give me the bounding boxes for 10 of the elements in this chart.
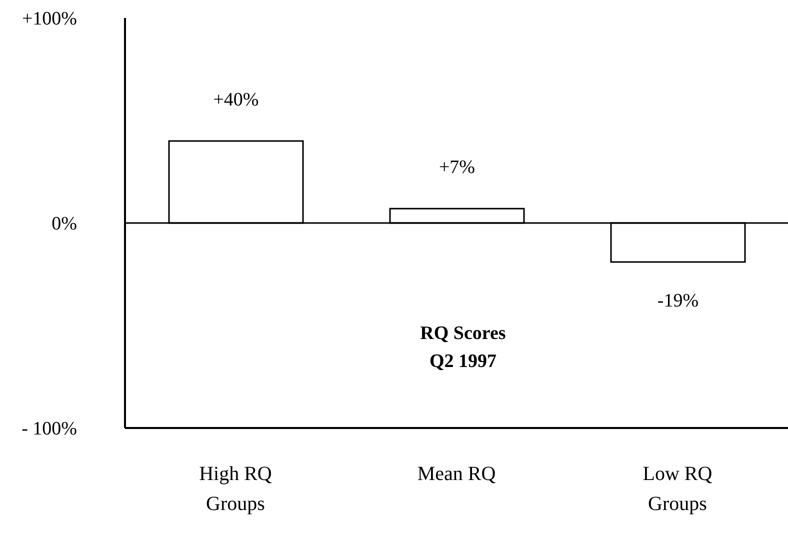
x-tick-label: High RQ Groups <box>199 463 272 516</box>
x-tick-label: Low RQ Groups <box>642 463 713 516</box>
y-tick-label: 0% <box>52 214 78 235</box>
data-label: +40% <box>213 89 259 110</box>
annotation: RQ Scores Q2 1997 <box>419 322 507 374</box>
data-label: +7% <box>438 157 476 178</box>
y-tick-label: - 100% <box>22 418 78 440</box>
data-label: -19% <box>657 290 699 312</box>
y-tick-label: +100% <box>22 8 78 30</box>
x-tick-label: Mean RQ <box>417 463 496 486</box>
